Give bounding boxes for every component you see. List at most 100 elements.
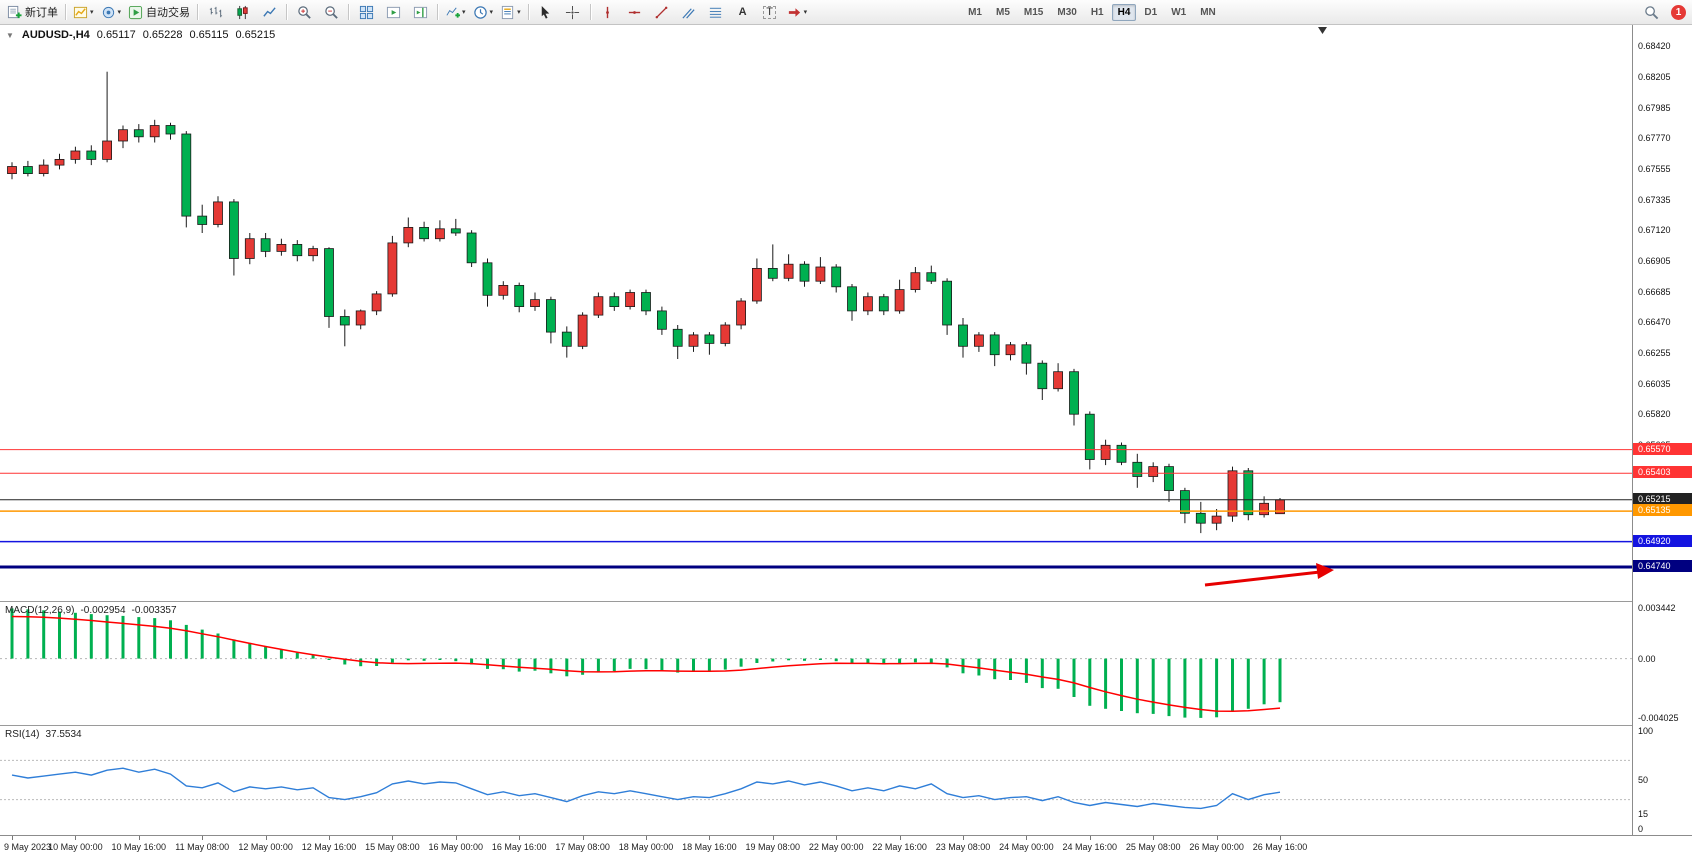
- new-chart-button[interactable]: ▾: [70, 1, 97, 23]
- bars-chart-mode-button[interactable]: [202, 1, 228, 23]
- text-tool-button[interactable]: A: [730, 1, 756, 23]
- time-axis-tick: [265, 836, 267, 840]
- timeframe-m5[interactable]: M5: [996, 6, 1010, 18]
- indicators-icon: [446, 7, 461, 18]
- toolbar-separator: [348, 4, 350, 20]
- time-axis-tick: [836, 836, 838, 840]
- auto-scroll-button[interactable]: [380, 1, 406, 23]
- price-axis-label: 0.65820: [1638, 409, 1671, 420]
- time-axis-tick: [1026, 836, 1028, 840]
- time-axis-label: 26 May 00:00: [1189, 842, 1244, 852]
- algo-trading-button[interactable]: 自动交易: [125, 1, 193, 23]
- macd-axis-label: -0.004025: [1638, 713, 1679, 723]
- profiles-button[interactable]: ▾: [98, 1, 125, 23]
- main-chart[interactable]: [0, 25, 1632, 601]
- cursor-button[interactable]: [533, 1, 559, 23]
- one-click-trading-arrow[interactable]: ▼: [6, 30, 14, 40]
- timeframe-h1[interactable]: H1: [1090, 6, 1104, 18]
- horizontal-line-tool-button[interactable]: [622, 1, 648, 23]
- macd-name: MACD(12,26,9): [5, 605, 75, 616]
- vertical-line-tool-button[interactable]: [595, 1, 621, 23]
- price-axis-label: 0.66685: [1638, 286, 1671, 297]
- timeframe-group: M1 M5 M15 M30 H1 H4 D1 W1 MN: [961, 3, 1223, 21]
- timeframe-m15[interactable]: M15: [1023, 6, 1044, 18]
- toolbar-separator: [65, 4, 66, 20]
- vertical-line-icon: [606, 6, 609, 18]
- candles: [7, 71, 1285, 534]
- candles-chart-mode-button[interactable]: [229, 1, 255, 23]
- templates-button[interactable]: ▾: [497, 1, 524, 23]
- time-axis-tick: [392, 836, 394, 840]
- time-axis-label: 16 May 16:00: [491, 842, 547, 852]
- time-axis-tick: [1153, 836, 1155, 840]
- time-axis-tick: [1089, 836, 1091, 840]
- time-axis-tick: [202, 836, 204, 840]
- arrow-annotation[interactable]: [1204, 563, 1334, 587]
- horizontal-price-lines[interactable]: [0, 449, 1632, 569]
- auto-scroll-icon: [386, 6, 400, 18]
- clock-icon: [473, 5, 487, 19]
- periods-button[interactable]: ▾: [470, 1, 497, 23]
- time-axis-label: 15 May 08:00: [365, 842, 420, 852]
- time-axis-label: 22 May 16:00: [872, 842, 927, 852]
- channel-tool-button[interactable]: [676, 1, 702, 23]
- time-axis[interactable]: 9 May 2023 10 May 00:00 10 May 16:00 11 May…: [0, 835, 1692, 864]
- zoom-in-button[interactable]: [291, 1, 317, 23]
- price-tag-0.64740: 0.64740: [1633, 560, 1692, 572]
- time-axis-tick: [75, 836, 77, 840]
- price-tag-0.65135: 0.65135: [1633, 504, 1692, 517]
- trendline-icon: [655, 6, 668, 18]
- price-axis[interactable]: 0.68420 0.68205 0.67985 0.67770 0.67555 0.673…: [1632, 25, 1692, 835]
- macd-histogram: [10, 608, 1282, 718]
- time-axis-label: 17 May 08:00: [555, 842, 610, 852]
- macd-signal-line: [11, 615, 1281, 713]
- notifications-badge[interactable]: 1: [1671, 4, 1686, 20]
- timeframe-m30[interactable]: M30: [1057, 6, 1077, 18]
- toolbar-separator: [527, 4, 529, 20]
- trendline-tool-button[interactable]: [649, 1, 675, 23]
- price-axis-label: 0.66470: [1638, 317, 1671, 328]
- search-button[interactable]: [1638, 1, 1664, 23]
- new-order-icon: [7, 5, 22, 18]
- chart-window[interactable]: ▼ AUDUSD-,H4 0.65117 0.65228 0.65115 0.6…: [0, 25, 1692, 864]
- time-axis-label: 19 May 08:00: [745, 842, 801, 852]
- macd-value-signal: -0.003357: [131, 605, 177, 616]
- time-axis-label: 16 May 00:00: [428, 842, 484, 852]
- ohlc-open: 0.65117: [96, 29, 136, 41]
- price-tag-0.65215: 0.65215: [1633, 492, 1692, 505]
- line-chart-mode-button[interactable]: [256, 1, 282, 23]
- timeframe-d1[interactable]: D1: [1144, 6, 1158, 18]
- timeframe-m1[interactable]: M1: [968, 6, 982, 18]
- chart-shift-button[interactable]: [407, 1, 433, 23]
- rsi-axis-label: 100: [1638, 726, 1654, 736]
- zoom-out-button[interactable]: [318, 1, 344, 23]
- panel-splitter[interactable]: [0, 725, 1692, 726]
- candlestick-icon: [236, 5, 248, 19]
- chevron-down-icon: ▾: [90, 8, 94, 16]
- crosshair-icon: [566, 5, 580, 19]
- symbol-period-label: AUDUSD-,H4: [21, 29, 90, 41]
- panel-splitter[interactable]: [0, 601, 1692, 602]
- time-axis-label: 12 May 00:00: [238, 842, 293, 852]
- price-tag-0.64920: 0.64920: [1633, 534, 1692, 547]
- rsi-panel[interactable]: [0, 725, 1632, 835]
- time-axis-tick: [582, 836, 584, 840]
- indicators-button[interactable]: ▾: [442, 1, 469, 23]
- text-label-tool-button[interactable]: T: [757, 1, 783, 23]
- tile-windows-button[interactable]: [353, 1, 379, 23]
- time-axis-tick: [1216, 836, 1218, 840]
- price-axis-label: 0.67120: [1638, 225, 1671, 236]
- timeframe-mn[interactable]: MN: [1200, 6, 1216, 18]
- new-order-button[interactable]: 新订单: [4, 1, 61, 23]
- time-axis-tick: [646, 836, 647, 840]
- macd-label: MACD(12,26,9) -0.002954 -0.003357: [5, 605, 177, 616]
- time-axis-label: 11 May 08:00: [175, 842, 230, 852]
- shapes-tool-button[interactable]: ▾: [784, 1, 811, 23]
- arrow-shape-icon: [788, 7, 800, 17]
- macd-panel[interactable]: [0, 601, 1632, 725]
- timeframe-w1[interactable]: W1: [1171, 6, 1187, 18]
- crosshair-button[interactable]: [560, 1, 586, 23]
- chart-shift-marker[interactable]: [1318, 27, 1327, 34]
- timeframe-h4[interactable]: H4: [1111, 3, 1137, 21]
- fibonacci-tool-button[interactable]: [703, 1, 729, 23]
